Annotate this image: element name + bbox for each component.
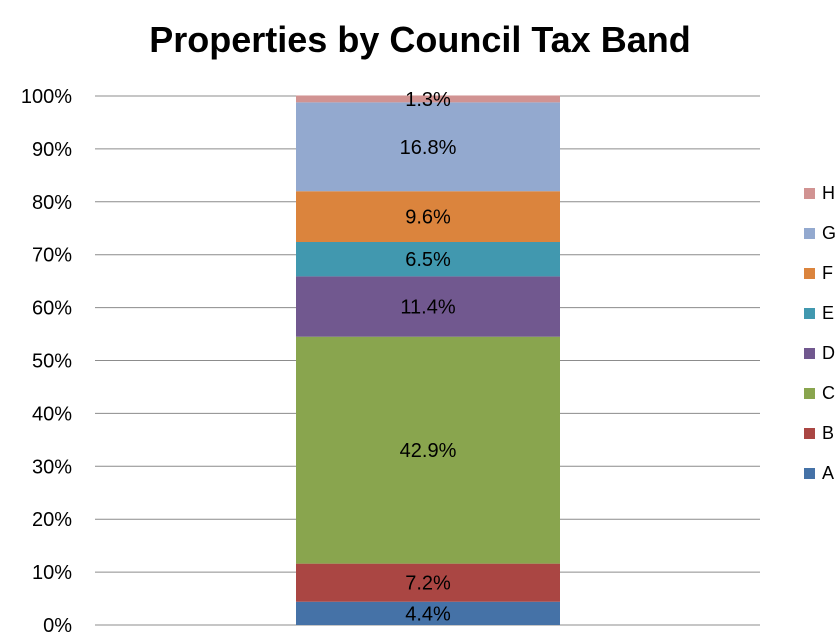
y-tick-label: 20%	[32, 509, 72, 531]
y-tick-label: 0%	[43, 615, 72, 632]
data-label-d: 11.4%	[400, 297, 455, 319]
y-tick-label: 90%	[32, 139, 72, 161]
legend-swatch-d	[804, 348, 815, 359]
legend-label-e: E	[822, 303, 834, 323]
stacked-bar	[296, 95, 560, 625]
y-axis-tick-labels: 0% 10% 20% 30% 40% 50% 60% 70% 80% 90% 100%	[21, 86, 72, 632]
data-label-b: 7.2%	[405, 573, 451, 595]
legend-label-b: B	[822, 423, 834, 443]
legend-label-c: C	[822, 383, 835, 403]
data-label-f: 9.6%	[405, 207, 451, 229]
legend-label-f: F	[822, 263, 833, 283]
y-tick-label: 100%	[21, 86, 72, 108]
y-tick-label: 30%	[32, 456, 72, 478]
bar-segment-c	[296, 336, 560, 564]
y-tick-label: 60%	[32, 298, 72, 320]
data-label-e: 6.5%	[405, 249, 451, 271]
legend-label-a: A	[822, 463, 834, 483]
y-tick-label: 10%	[32, 562, 72, 584]
bar-segment-b	[296, 563, 560, 602]
data-label-a: 4.4%	[405, 603, 451, 625]
bar-segment-a	[296, 601, 560, 625]
legend-swatch-c	[804, 388, 815, 399]
legend-label-d: D	[822, 343, 835, 363]
bar-segment-f	[296, 191, 560, 243]
legend-swatch-b	[804, 428, 815, 439]
legend-swatch-g	[804, 228, 815, 239]
y-tick-label: 70%	[32, 245, 72, 267]
data-label-g: 16.8%	[400, 137, 457, 159]
legend-label-g: G	[822, 223, 836, 243]
legend-label-h: H	[822, 183, 835, 203]
y-tick-label: 80%	[32, 192, 72, 214]
legend-swatch-a	[804, 468, 815, 479]
legend-swatch-e	[804, 308, 815, 319]
data-label-h: 1.3%	[405, 89, 451, 111]
bar-segment-e	[296, 242, 560, 277]
legend-swatch-h	[804, 188, 815, 199]
bar-segment-d	[296, 276, 560, 337]
y-tick-label: 50%	[32, 351, 72, 373]
bar-segment-g	[296, 102, 560, 192]
chart-title: Properties by Council Tax Band	[149, 19, 690, 60]
bar-segment-h	[296, 95, 560, 103]
data-labels: 4.4% 7.2% 42.9% 11.4% 6.5% 9.6% 16.8% 1.3%	[400, 89, 457, 625]
y-tick-label: 40%	[32, 403, 72, 425]
data-label-c: 42.9%	[400, 440, 457, 462]
legend-swatch-f	[804, 268, 815, 279]
